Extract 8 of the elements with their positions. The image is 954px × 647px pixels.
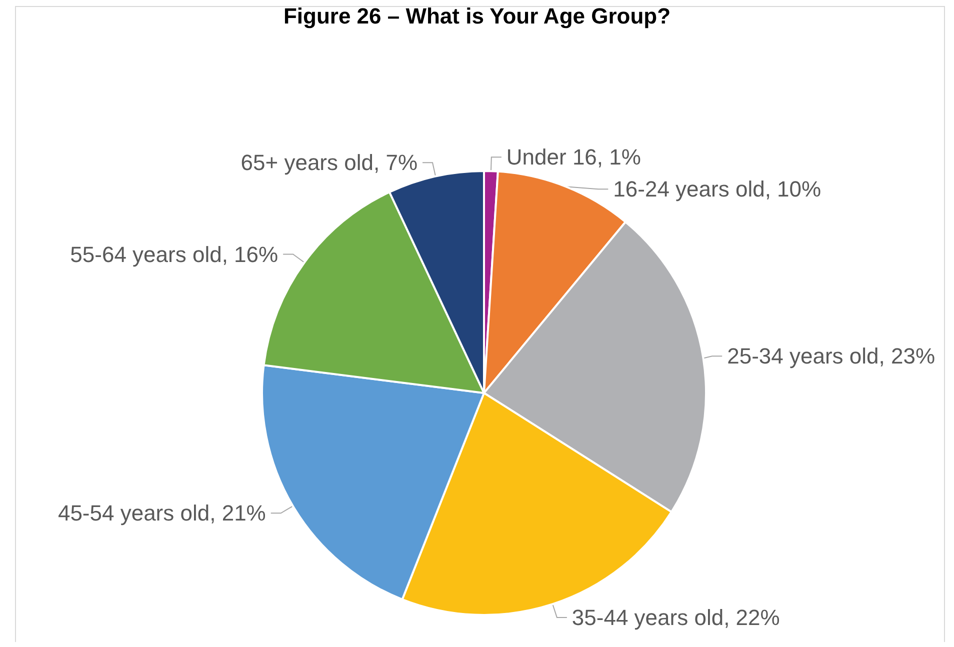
slice-label: 65+ years old, 7% — [240, 150, 418, 176]
slice-label: 45-54 years old, 21% — [58, 500, 266, 526]
slice-label: 25-34 years old, 23% — [727, 344, 936, 369]
slice-label: 35-44 years old, 22% — [572, 604, 780, 630]
slice-label: Under 16, 1% — [506, 144, 641, 170]
chart-title: Figure 26 – What is Your Age Group? — [283, 4, 671, 28]
slice-label: 16-24 years old, 10% — [613, 176, 822, 202]
slice-label: 55-64 years old, 16% — [70, 242, 278, 267]
